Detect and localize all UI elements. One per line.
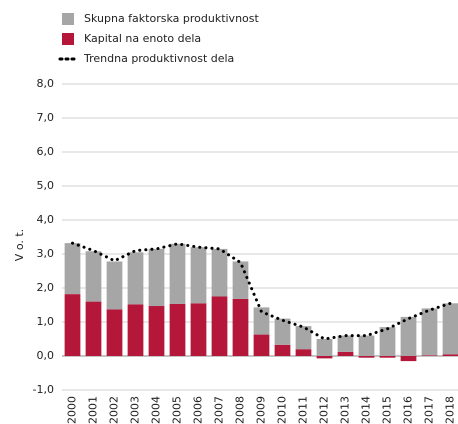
bar (442, 303, 458, 355)
trend-line (71, 241, 452, 341)
bar (190, 303, 207, 356)
x-tick-label: 2016 (402, 396, 415, 424)
bar (295, 326, 312, 350)
y-tick-label: 7,0 (37, 111, 55, 124)
x-tick-label: 2017 (423, 396, 436, 424)
bar (106, 309, 123, 356)
y-axis-title: V o. t. (13, 229, 26, 261)
bar (316, 339, 333, 356)
x-tick-label: 2013 (339, 396, 352, 424)
bar (232, 298, 249, 356)
bar (169, 303, 186, 356)
bar (106, 261, 123, 310)
bar (400, 316, 417, 356)
x-tick-label: 2006 (192, 396, 205, 424)
legend-label: Trendna produktivnost dela (83, 52, 234, 65)
bar (211, 296, 228, 356)
bar (421, 308, 438, 356)
x-tick-label: 2007 (213, 396, 226, 424)
bar (169, 243, 186, 304)
y-tick-label: 3,0 (37, 247, 55, 260)
bar (64, 243, 81, 295)
x-tick-label: 2014 (360, 396, 373, 424)
y-tick-label: 0,0 (37, 349, 55, 362)
bar (127, 304, 144, 356)
bar (85, 301, 102, 356)
bar (148, 306, 165, 356)
bar (379, 356, 396, 358)
x-tick-label: 2008 (234, 396, 247, 424)
legend-swatch (62, 13, 74, 25)
bar (337, 335, 354, 352)
y-tick-label: 8,0 (37, 77, 55, 90)
bar (316, 356, 333, 359)
bar (274, 344, 291, 356)
legend-label: Skupna faktorska produktivnost (84, 12, 260, 25)
x-tick-label: 2001 (87, 396, 100, 424)
bar (274, 318, 291, 345)
bar (400, 356, 417, 362)
x-tick-label: 2011 (297, 396, 310, 424)
bar (337, 351, 354, 356)
y-tick-label: 4,0 (37, 213, 55, 226)
x-tick-label: 2004 (150, 396, 163, 424)
bar (232, 261, 249, 299)
y-tick-label: 6,0 (37, 145, 55, 158)
bar (379, 327, 396, 356)
bar (85, 251, 102, 302)
bar (421, 355, 438, 356)
x-tick-label: 2005 (171, 396, 184, 424)
bar (190, 247, 207, 304)
bar (295, 349, 312, 356)
x-tick-label: 2002 (108, 396, 121, 424)
y-tick-label: 1,0 (37, 315, 55, 328)
bar (358, 356, 375, 358)
x-tick-label: 2012 (318, 396, 331, 424)
x-tick-label: 2010 (276, 396, 289, 424)
x-tick-label: 2000 (66, 396, 79, 424)
y-tick-label: 5,0 (37, 179, 55, 192)
y-tick-label: -1,0 (33, 383, 54, 396)
x-tick-label: 2009 (255, 396, 268, 424)
legend-swatch (62, 33, 74, 45)
x-tick-label: 2003 (129, 396, 142, 424)
x-tick-label: 2018 (444, 396, 457, 424)
bar (64, 294, 81, 356)
bar (127, 252, 144, 305)
y-tick-label: 2,0 (37, 281, 55, 294)
bar (358, 335, 375, 356)
bar (211, 248, 228, 297)
bar (442, 354, 458, 356)
legend-label: Kapital na enoto dela (84, 32, 201, 45)
bar (253, 334, 270, 356)
x-tick-label: 2015 (381, 396, 394, 424)
bar (148, 248, 165, 307)
